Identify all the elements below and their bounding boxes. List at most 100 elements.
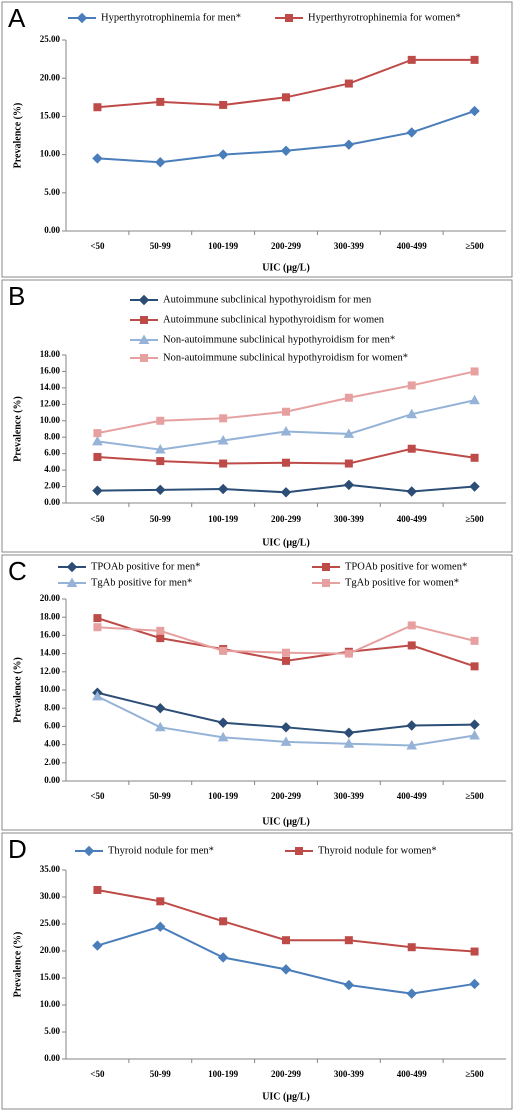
y-tick-label: 14.00 bbox=[40, 382, 61, 392]
legend-label: TgAb positive for men* bbox=[91, 577, 192, 588]
data-point bbox=[156, 897, 165, 906]
data-point bbox=[344, 459, 353, 468]
data-point bbox=[406, 486, 417, 497]
x-tick-label: 100-199 bbox=[208, 241, 238, 251]
data-point bbox=[470, 367, 479, 376]
y-tick-label: 10.00 bbox=[40, 415, 61, 425]
data-point bbox=[469, 105, 480, 117]
y-tick-label: 4.00 bbox=[44, 739, 60, 749]
data-point bbox=[217, 483, 229, 495]
x-tick-label: 400-499 bbox=[397, 514, 427, 524]
panel-border bbox=[1, 279, 513, 553]
data-point bbox=[219, 100, 228, 109]
data-point bbox=[155, 484, 166, 496]
x-tick-label: 50-99 bbox=[150, 1069, 171, 1079]
y-tick-label: 15.00 bbox=[40, 110, 61, 120]
data-point bbox=[470, 636, 479, 645]
data-point bbox=[280, 736, 292, 746]
data-point bbox=[219, 646, 228, 655]
y-tick-label: 20.00 bbox=[40, 72, 61, 82]
data-point bbox=[470, 947, 479, 956]
y-tick-label: 8.00 bbox=[44, 702, 60, 712]
x-tick-label: <50 bbox=[90, 514, 105, 524]
data-point bbox=[280, 964, 292, 975]
panel-border bbox=[1, 554, 513, 831]
legend-label: Hyperthyrotrophinemia for men* bbox=[101, 12, 241, 23]
data-point bbox=[469, 729, 480, 740]
legend-label: TPOAb positive for women* bbox=[345, 561, 467, 572]
legend-label: Non-autoimmune subclinical hypothyroidis… bbox=[163, 352, 408, 363]
legend-marker bbox=[138, 334, 150, 344]
x-tick-label: <50 bbox=[90, 791, 105, 801]
data-point bbox=[406, 988, 417, 999]
x-tick-label: 50-99 bbox=[150, 241, 171, 251]
data-point bbox=[217, 434, 229, 445]
x-tick-label: 300-399 bbox=[334, 241, 364, 251]
legend-label: Thyroid nodule for men* bbox=[108, 845, 214, 856]
legend-label: Thyroid nodule for women* bbox=[318, 845, 437, 856]
y-tick-label: 30.00 bbox=[40, 891, 61, 901]
data-point bbox=[280, 487, 292, 498]
data-point bbox=[92, 485, 103, 496]
data-point bbox=[93, 429, 102, 438]
y-tick-label: 4.00 bbox=[44, 464, 60, 474]
data-point bbox=[406, 720, 417, 731]
x-tick-label: 300-399 bbox=[334, 791, 364, 801]
y-tick-label: 2.00 bbox=[44, 481, 60, 491]
x-tick-label: 200-299 bbox=[271, 241, 301, 251]
x-tick-label: <50 bbox=[90, 1069, 105, 1079]
data-point bbox=[470, 662, 479, 671]
legend-marker bbox=[140, 354, 148, 362]
data-point bbox=[92, 690, 103, 701]
y-tick-label: 18.00 bbox=[40, 611, 61, 621]
data-point bbox=[154, 444, 166, 454]
data-point bbox=[156, 626, 165, 635]
legend-marker bbox=[322, 563, 330, 571]
y-tick-label: 12.00 bbox=[40, 398, 61, 408]
x-tick-label: 100-199 bbox=[208, 514, 238, 524]
y-tick-label: 5.00 bbox=[44, 187, 60, 197]
data-point bbox=[282, 936, 290, 945]
data-point bbox=[343, 139, 355, 150]
data-point bbox=[344, 936, 353, 945]
data-point bbox=[343, 727, 355, 738]
data-point bbox=[344, 649, 353, 658]
y-axis-title: Prevalence (%) bbox=[12, 657, 23, 723]
data-point bbox=[93, 614, 102, 623]
legend-label: Autoimmune subclinical hypothyroidism fo… bbox=[163, 294, 372, 305]
y-tick-label: 15.00 bbox=[40, 972, 61, 982]
x-axis-title: UIC (μg/L) bbox=[262, 1091, 310, 1102]
panel-border bbox=[1, 832, 513, 1110]
x-tick-label: ≥500 bbox=[465, 1069, 484, 1079]
series-line bbox=[97, 399, 475, 451]
x-tick-label: 50-99 bbox=[150, 791, 171, 801]
y-tick-label: 10.00 bbox=[40, 999, 61, 1009]
data-point bbox=[217, 731, 229, 742]
data-point bbox=[344, 393, 353, 402]
panel-label: B bbox=[8, 281, 25, 311]
x-tick-label: ≥500 bbox=[465, 514, 484, 524]
data-point bbox=[407, 55, 416, 64]
data-point bbox=[407, 444, 416, 453]
data-point bbox=[343, 479, 355, 491]
x-tick-label: 400-499 bbox=[397, 791, 427, 801]
legend-marker bbox=[66, 561, 78, 573]
data-point bbox=[282, 648, 290, 657]
data-point bbox=[407, 621, 416, 630]
data-point bbox=[470, 453, 479, 462]
legend-marker bbox=[83, 845, 95, 857]
x-axis-title: UIC (μg/L) bbox=[262, 816, 310, 827]
x-tick-label: 200-299 bbox=[271, 514, 301, 524]
data-point bbox=[406, 408, 418, 419]
data-point bbox=[469, 394, 480, 405]
data-point bbox=[92, 435, 103, 446]
data-point bbox=[92, 940, 103, 951]
data-point bbox=[344, 79, 353, 88]
x-tick-label: 100-199 bbox=[208, 791, 238, 801]
data-point bbox=[156, 634, 165, 643]
y-tick-label: 5.00 bbox=[44, 1026, 60, 1036]
data-point bbox=[219, 459, 228, 468]
data-point bbox=[406, 739, 418, 750]
panel-border bbox=[1, 1, 513, 278]
y-tick-label: 6.00 bbox=[44, 448, 60, 458]
